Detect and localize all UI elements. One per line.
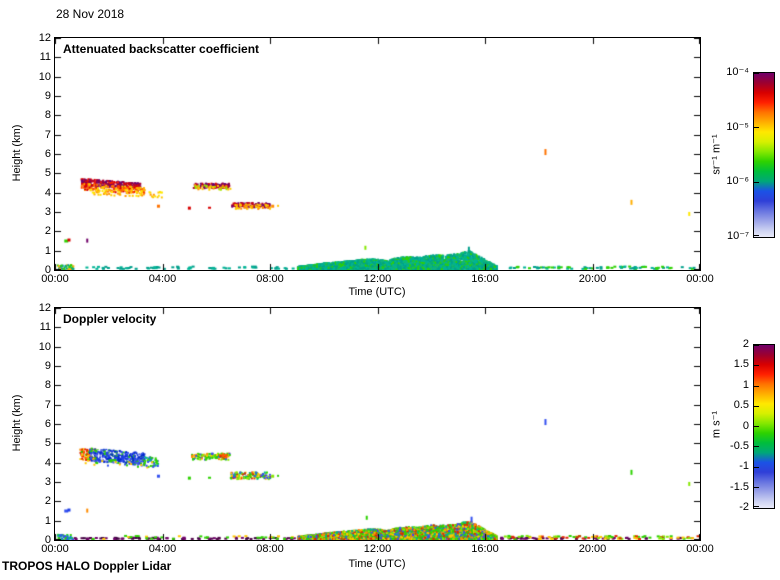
doppler-heatmap-canvas [55,308,700,540]
velocity-yaxis-title: Height (km) [11,394,23,452]
date-label: 28 Nov 2018 [56,7,125,21]
y-tick-label: 2 [44,225,51,238]
colorbar-tick-label: 0.5 [733,399,749,412]
colorbar-tick-mark [754,446,759,447]
colorbar-tick-mark [754,345,759,346]
colorbar-tick-mark [754,467,759,468]
colorbar-tick-mark [754,406,759,407]
y-tick-label: 11 [39,321,51,334]
x-tick-label: 00:00 [686,273,714,285]
x-tick-label: 00:00 [686,543,714,555]
y-tick-label: 8 [44,109,51,122]
colorbar-tick-label: 0 [742,419,749,432]
y-tick-label: 6 [44,148,51,160]
y-tick-label: 0 [44,264,51,276]
y-tick-label: 9 [44,360,51,372]
y-tick-label: 3 [44,206,51,218]
y-tick-label: 2 [44,495,51,508]
colorbar-tick-mark [754,386,759,387]
y-tick-label: 1 [44,514,51,527]
x-tick-label: 12:00 [363,543,392,555]
y-tick-label: 4 [44,186,51,199]
colorbar-tick-label: 10⁻⁷ [726,230,749,242]
velocity-colorbar [753,344,775,509]
colorbar-tick-mark [754,235,759,236]
x-tick-label: 08:00 [256,273,284,285]
y-tick-label: 0 [44,534,51,546]
colorbar-tick-mark [754,487,759,488]
y-tick-label: 5 [44,437,51,450]
x-tick-label: 08:00 [256,543,284,555]
x-tick-label: 00:00 [41,543,69,555]
x-tick-label: 20:00 [578,543,607,555]
x-tick-label: 16:00 [471,273,499,285]
x-tick-label: 16:00 [471,543,499,555]
y-tick-label: 5 [44,167,51,180]
colorbar-tick-label: -1 [739,460,749,473]
y-tick-label: 12 [38,302,51,314]
colorbar-tick-label: -1.5 [730,480,749,493]
colorbar-tick-label: -2 [739,501,749,513]
colorbar-tick-label: 10⁻⁴ [726,66,749,78]
colorbar-tick-mark [754,506,759,507]
backscatter-heatmap-canvas [55,38,700,270]
x-tick-label: 04:00 [148,543,177,555]
colorbar-tick-label: 10⁻⁵ [726,120,749,133]
y-tick-label: 9 [44,90,51,102]
velocity-panel: Doppler velocity [54,307,701,541]
colorbar-tick-mark [754,365,759,366]
backscatter-xaxis-title: Time (UTC) [348,286,406,298]
colorbar-tick-label: 1 [742,378,749,391]
colorbar-tick-mark [754,182,759,183]
backscatter-panel-title: Attenuated backscatter coefficient [63,42,260,56]
colorbar-tick-label: -0.5 [730,439,749,452]
colorbar-tick-mark [754,127,759,128]
colorbar-tick-label: 2 [742,338,749,350]
y-tick-label: 10 [38,340,51,353]
velocity-xaxis-title: Time (UTC) [348,558,406,570]
y-tick-label: 7 [44,398,51,411]
y-tick-label: 10 [38,70,51,83]
velocity-panel-title: Doppler velocity [63,312,157,326]
colorbar-tick-label: 10⁻⁶ [726,175,749,188]
footer-label: TROPOS HALO Doppler Lidar [2,559,172,573]
backscatter-colorbar [753,72,775,238]
y-tick-label: 1 [44,244,51,257]
y-tick-label: 7 [44,128,51,141]
colorbar-tick-label: 1.5 [733,358,749,371]
colorbar-tick-mark [754,73,759,74]
y-tick-label: 6 [44,418,51,430]
x-tick-label: 04:00 [148,273,177,285]
y-tick-label: 11 [39,51,51,64]
x-tick-label: 00:00 [41,273,69,285]
x-tick-label: 20:00 [578,273,607,285]
y-tick-label: 12 [38,32,51,44]
backscatter-yaxis-title: Height (km) [11,124,23,182]
y-tick-label: 4 [44,456,51,469]
backscatter-panel: Attenuated backscatter coefficient [54,37,701,271]
y-tick-label: 8 [44,379,51,392]
colorbar-tick-mark [754,426,759,427]
y-tick-label: 3 [44,476,51,488]
x-tick-label: 12:00 [363,273,392,285]
